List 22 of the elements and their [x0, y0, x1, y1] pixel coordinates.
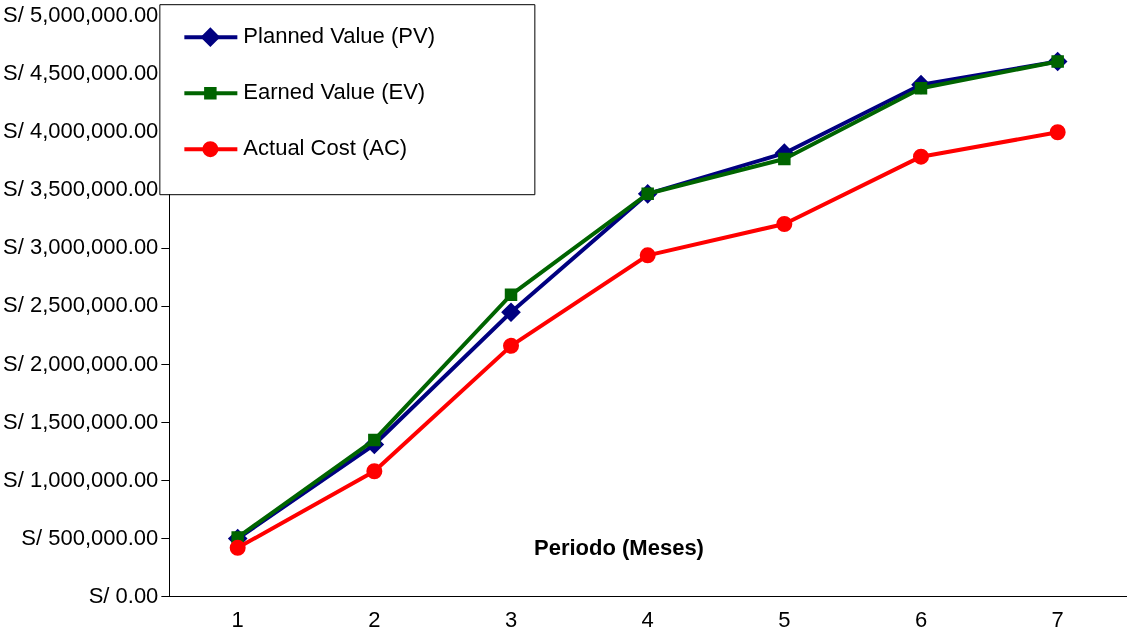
legend-label: Planned Value (PV) [243, 23, 435, 49]
x-tick-label: 6 [914, 606, 928, 632]
legend-label: Earned Value (EV) [243, 79, 426, 105]
x-tick-label: 3 [504, 606, 518, 632]
x-tick-label: 1 [231, 606, 244, 632]
x-axis-title: Periodo (Meses) [534, 534, 704, 560]
x-tick-label: 5 [778, 606, 791, 632]
y-tick-label: S/ 4,500,000.00 [2, 60, 159, 86]
x-tick-label: 7 [1051, 606, 1064, 632]
x-tick-label: 4 [641, 606, 654, 632]
y-tick-label: S/ 5,000,000.00 [2, 2, 159, 28]
y-tick-label: S/ 500,000.00 [21, 524, 159, 550]
y-tick-label: S/ 2,000,000.00 [2, 350, 159, 376]
y-tick-label: S/ 3,500,000.00 [2, 176, 159, 202]
y-tick-label: S/ 4,000,000.00 [2, 118, 159, 144]
y-tick-label: S/ 3,000,000.00 [2, 234, 159, 260]
legend-label: Actual Cost (AC) [243, 135, 408, 161]
y-tick-label: S/ 2,500,000.00 [2, 292, 159, 318]
y-tick-label: S/ 0.00 [88, 582, 159, 608]
x-tick-label: 2 [368, 606, 381, 632]
y-tick-label: S/ 1,500,000.00 [2, 408, 159, 434]
y-tick-label: S/ 1,000,000.00 [2, 466, 159, 492]
